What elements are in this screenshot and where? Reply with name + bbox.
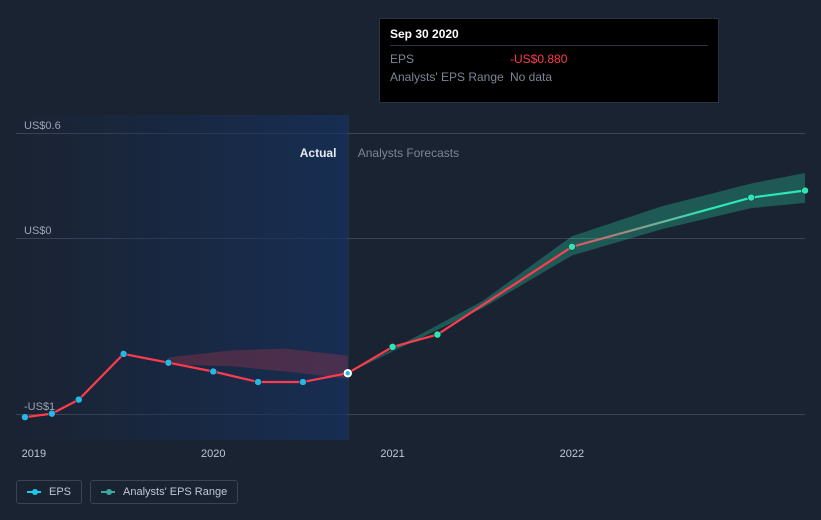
tooltip-row-eps: EPS -US$0.880: [390, 50, 708, 68]
tooltip-row-range: Analysts' EPS Range No data: [390, 68, 708, 86]
x-tick-label: 2022: [560, 448, 584, 460]
tooltip-date: Sep 30 2020: [390, 27, 708, 46]
tooltip-key: Analysts' EPS Range: [390, 70, 510, 84]
legend-label: EPS: [49, 486, 71, 498]
legend-swatch-range: [101, 487, 115, 497]
region-label-forecast: Analysts Forecasts: [358, 146, 459, 160]
chart-svg: [16, 115, 805, 440]
chart-legend: EPS Analysts' EPS Range: [16, 480, 238, 504]
tooltip-val: No data: [510, 70, 552, 84]
x-tick-label: 2021: [380, 448, 404, 460]
legend-label: Analysts' EPS Range: [123, 486, 227, 498]
x-tick-label: 2019: [22, 448, 46, 460]
tooltip-key: EPS: [390, 52, 510, 66]
chart-tooltip: Sep 30 2020 EPS -US$0.880 Analysts' EPS …: [379, 18, 719, 103]
y-tick-label: -US$1: [24, 401, 55, 413]
tooltip-val: -US$0.880: [510, 52, 567, 66]
legend-swatch-eps: [27, 487, 41, 497]
legend-item-range[interactable]: Analysts' EPS Range: [90, 480, 238, 504]
y-tick-label: US$0: [24, 225, 52, 237]
region-label-actual: Actual: [300, 146, 337, 160]
y-tick-label: US$0.6: [24, 120, 61, 132]
x-tick-label: 2020: [201, 448, 225, 460]
legend-item-eps[interactable]: EPS: [16, 480, 82, 504]
